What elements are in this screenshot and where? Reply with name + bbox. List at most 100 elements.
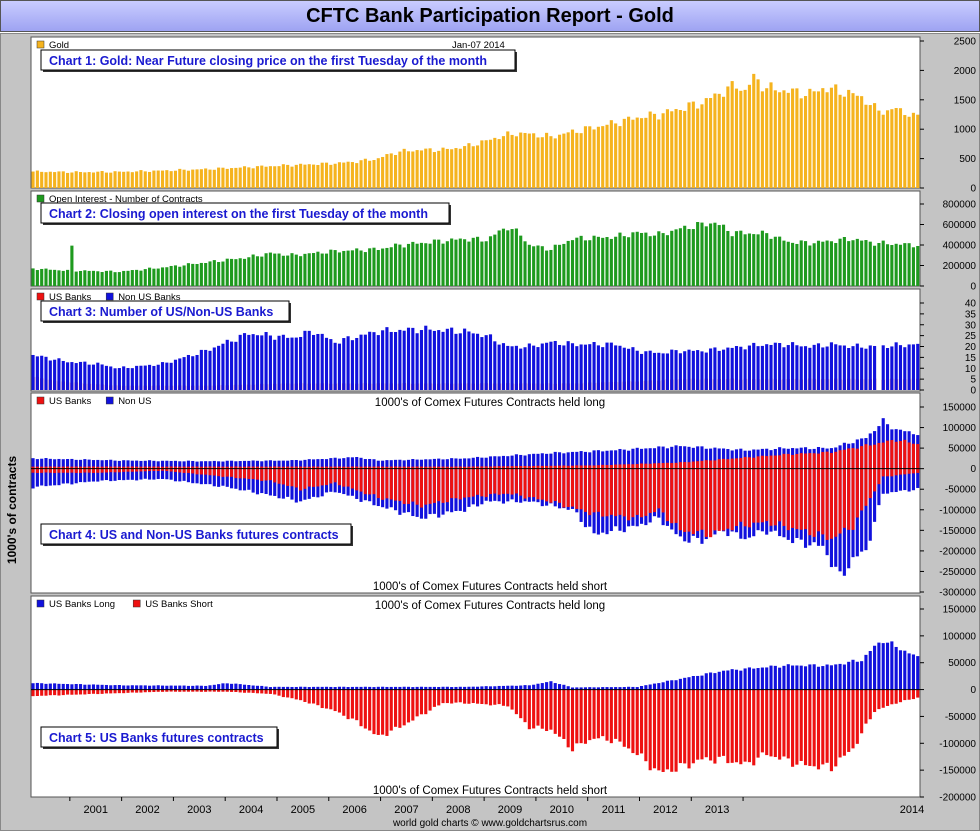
bar (609, 450, 613, 469)
bar (760, 468, 764, 523)
y-tick-label: 0 (970, 386, 976, 397)
bar (91, 468, 96, 473)
bar (217, 461, 221, 469)
bar (406, 466, 411, 469)
bar (523, 465, 527, 469)
bar (778, 468, 782, 522)
bar (139, 468, 143, 472)
bar (428, 148, 432, 188)
bar (842, 449, 846, 469)
bar (536, 137, 540, 188)
bar (359, 457, 363, 469)
title-box (40, 49, 516, 71)
bar (635, 350, 639, 390)
bar (713, 347, 717, 390)
bar (778, 92, 782, 188)
bar (74, 171, 78, 188)
bar (864, 654, 868, 690)
bar (337, 252, 342, 286)
bar (221, 461, 225, 469)
bar (329, 339, 333, 390)
bar (57, 358, 61, 390)
bar (165, 267, 169, 286)
bar (514, 136, 518, 188)
bar (312, 334, 316, 390)
bar (709, 460, 713, 469)
bar (376, 460, 380, 469)
bar (217, 345, 221, 390)
bar (160, 468, 165, 480)
bar (773, 455, 777, 469)
bar (255, 468, 260, 495)
bar (333, 342, 337, 390)
bar (506, 685, 510, 690)
bar (471, 468, 475, 497)
bar (91, 684, 96, 690)
bar (217, 689, 221, 692)
chart-title: Chart 4: US and Non-US Banks futures con… (49, 528, 339, 542)
bar (639, 118, 644, 188)
bar (514, 228, 518, 286)
x-tick-label: 2006 (342, 804, 366, 816)
bar (596, 236, 600, 286)
bar (424, 243, 428, 286)
bar (484, 466, 488, 469)
bar (661, 689, 665, 772)
bar (609, 465, 613, 469)
bar (48, 689, 52, 696)
bar (752, 73, 756, 188)
bar (467, 331, 471, 390)
bar (678, 228, 682, 286)
y-tick-label: 5 (970, 375, 976, 386)
bar (307, 459, 311, 469)
bar (670, 468, 674, 524)
bar (350, 457, 354, 469)
bar (204, 685, 208, 690)
y-tick-label: -200000 (939, 793, 976, 804)
bar (506, 689, 510, 707)
bar (549, 681, 553, 690)
bar (160, 468, 165, 471)
bar (152, 268, 156, 286)
bar (35, 466, 39, 469)
bar (290, 686, 294, 690)
bar (467, 241, 471, 286)
bar (195, 689, 199, 692)
bar (234, 468, 238, 479)
bar (709, 348, 713, 390)
bar (540, 343, 544, 390)
bar (765, 88, 769, 188)
bar (596, 345, 600, 390)
y-tick-label: 0 (970, 184, 976, 195)
bar (78, 270, 83, 286)
bar (139, 460, 143, 469)
bar (53, 172, 57, 188)
bar (545, 468, 549, 502)
bar (773, 665, 777, 690)
bar (575, 468, 579, 509)
bar (35, 459, 39, 469)
bar (411, 689, 415, 721)
bar (609, 687, 613, 690)
bar (186, 354, 190, 390)
bar (230, 341, 234, 390)
bar (885, 642, 890, 690)
bar (294, 686, 298, 690)
bar (152, 170, 156, 188)
bar (419, 150, 424, 188)
x-tick-label: 2007 (394, 804, 418, 816)
bar (104, 172, 108, 188)
bar (173, 685, 178, 690)
bar (441, 466, 445, 469)
bar (277, 166, 281, 188)
bar (389, 689, 393, 731)
bar (458, 468, 462, 500)
bar (44, 683, 48, 690)
bar (432, 330, 436, 390)
bar (415, 333, 419, 390)
bar (251, 689, 255, 693)
bar (212, 260, 216, 286)
bar (523, 132, 527, 188)
bar (877, 468, 881, 506)
y-tick-label: -200000 (939, 546, 976, 557)
